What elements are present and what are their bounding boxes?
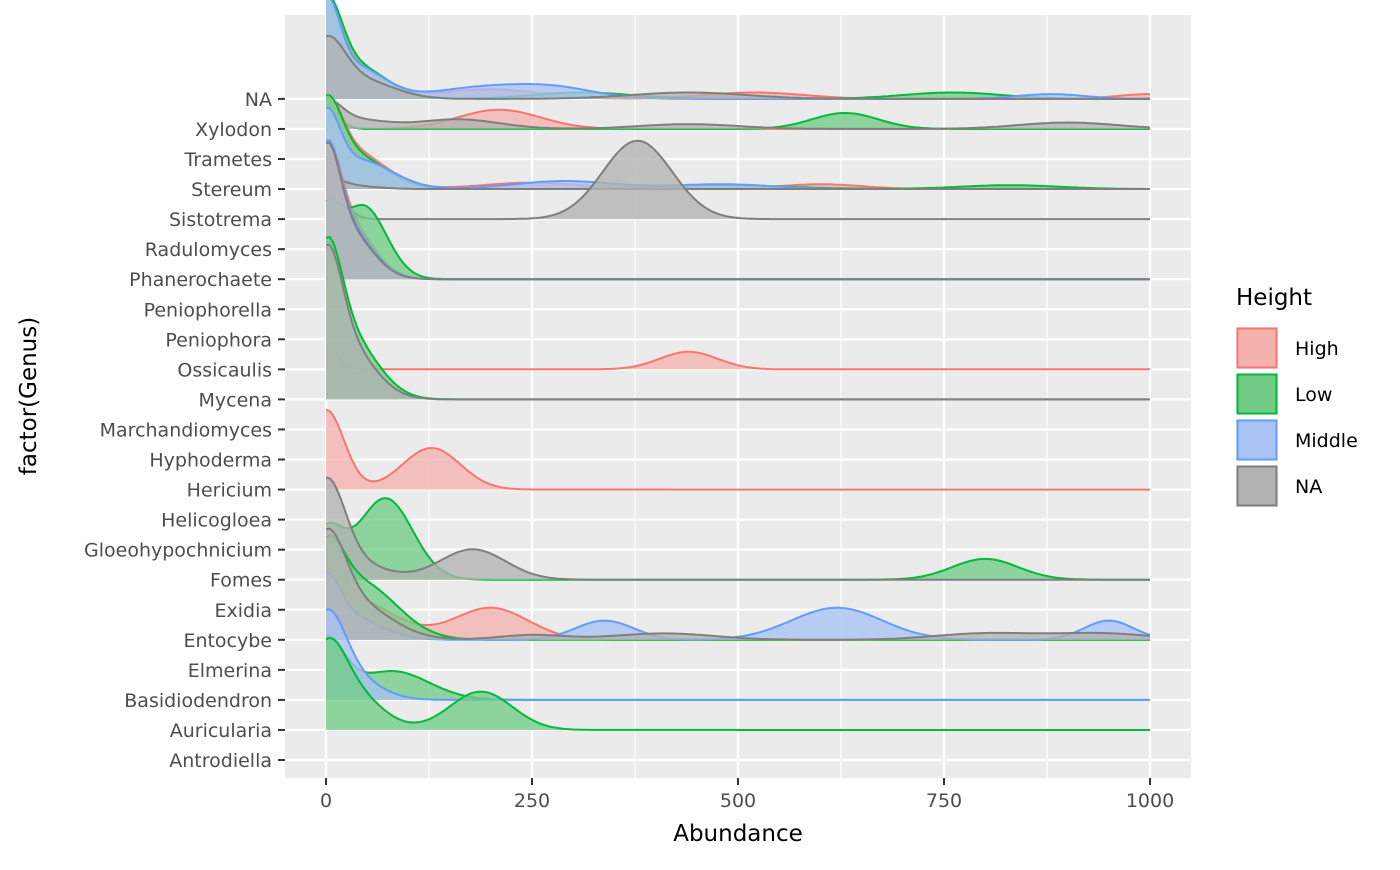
- legend-label-high: High: [1295, 338, 1339, 360]
- legend-label-middle: Middle: [1295, 430, 1358, 452]
- x-tick-label-3: 750: [926, 790, 962, 812]
- ridge-hericium-high-line: [325, 408, 1150, 491]
- x-tick-label-2: 500: [720, 790, 756, 812]
- y-tick-label-auricularia: Auricularia: [170, 720, 272, 742]
- y-tick-label-radulomyces: Radulomyces: [145, 239, 272, 261]
- ridge-xylodon-na-area: [326, 99, 1150, 129]
- axes: Antrodiella Auricularia Basidiodendron Elme…: [16, 89, 1174, 847]
- y-tick-label-antrodiella: Antrodiella: [169, 750, 272, 772]
- ridge-stereum-na-line: [326, 176, 1150, 190]
- legend-title: Height: [1236, 285, 1312, 311]
- y-tick-label-entocybe: Entocybe: [183, 630, 272, 652]
- y-tick-label-stereum: Stereum: [191, 179, 272, 201]
- ridge-entocybe-na-line: [325, 527, 1151, 641]
- x-tick-label-4: 1000: [1126, 790, 1174, 812]
- y-tick-label-na: NA: [245, 89, 272, 111]
- ridge-xylodon-na-line: [325, 98, 1151, 130]
- y-tick-label-peniophorella: Peniophorella: [144, 299, 272, 321]
- y-tick-label-ossicaulis: Ossicaulis: [177, 359, 272, 381]
- legend: Height High Low Middle NA: [1236, 285, 1358, 507]
- ridge-sistotrema-na-line: [325, 139, 1150, 221]
- legend-label-na: NA: [1295, 476, 1322, 498]
- ridge-ossicaulis-high-line: [325, 349, 1150, 371]
- y-tick-label-fomes: Fomes: [210, 570, 272, 592]
- x-tick-label-0: 0: [320, 790, 332, 812]
- y-tick-label-gloeohypochnicium: Gloeohypochnicium: [84, 540, 272, 562]
- legend-label-low: Low: [1295, 384, 1332, 406]
- ridge-mycena-na-line: [326, 243, 1150, 401]
- y-tick-label-hyphoderma: Hyphoderma: [149, 450, 272, 472]
- ridge-auricularia-low-line: [325, 636, 1150, 731]
- legend-key-na: [1236, 465, 1278, 507]
- y-tick-label-xylodon: Xylodon: [195, 119, 272, 141]
- y-tick-label-hericium: Hericium: [187, 480, 272, 502]
- density-series: [325, 0, 1151, 731]
- y-tick-label-elmerina: Elmerina: [188, 660, 272, 682]
- y-tick-label-sistotrema: Sistotrema: [169, 209, 272, 231]
- ridge-na-na-line: [325, 34, 1150, 100]
- x-axis-title: Abundance: [673, 821, 803, 847]
- legend-key-high: [1236, 327, 1278, 369]
- ridge-hericium-high-area: [326, 409, 1150, 490]
- ridge-fomes-na-line: [325, 476, 1150, 581]
- ridge-phanerochaete-low-area: [326, 198, 1150, 280]
- y-tick-label-trametes: Trametes: [183, 149, 272, 171]
- y-tick-label-mycena: Mycena: [199, 389, 272, 411]
- ridge-basidiodendron-low-area: [326, 636, 1150, 700]
- y-tick-label-basidiodendron: Basidiodendron: [124, 690, 272, 712]
- legend-key-middle: [1236, 419, 1278, 461]
- y-axis-title: factor(Genus): [16, 317, 42, 475]
- ridge-xylodon-high-area: [326, 109, 1150, 129]
- y-tick-label-marchandiomyces: Marchandiomyces: [100, 419, 272, 441]
- ridge-stereum-middle-area: [326, 107, 1150, 189]
- y-tick-label-exidia: Exidia: [214, 600, 272, 622]
- y-tick-label-peniophora: Peniophora: [165, 329, 272, 351]
- y-tick-label-phanerochaete: Phanerochaete: [129, 269, 272, 291]
- ridge-phanerochaete-na-line: [325, 141, 1150, 281]
- x-tick-label-1: 250: [514, 790, 550, 812]
- legend-key-low: [1236, 373, 1278, 415]
- y-tick-label-helicogloea: Helicogloea: [161, 510, 272, 532]
